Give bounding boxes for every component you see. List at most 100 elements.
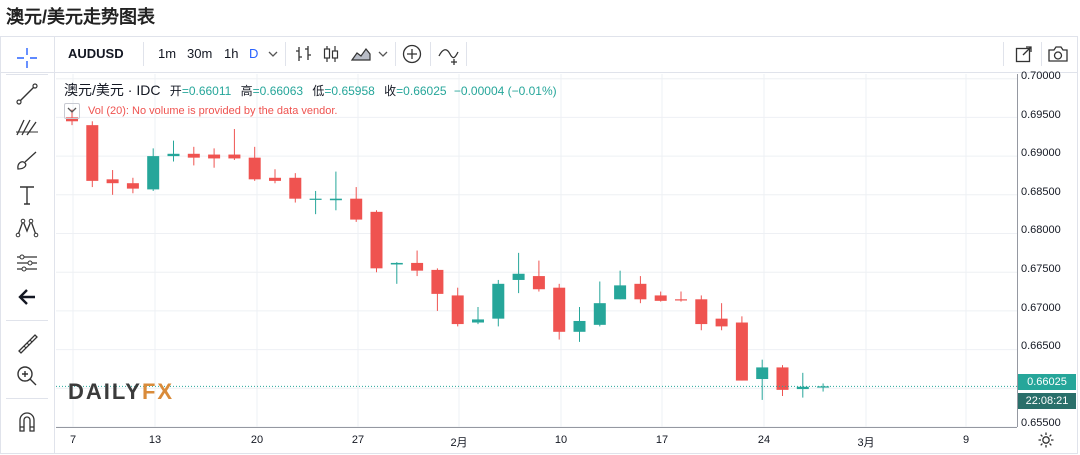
crosshair-icon[interactable]: [12, 43, 42, 73]
legend-high-label: 高: [240, 84, 253, 98]
time-label: 20: [250, 434, 264, 446]
candle-body: [329, 198, 342, 201]
interval-1h[interactable]: 1h: [224, 46, 239, 61]
page-title: 澳元/美元走势图表: [6, 7, 156, 27]
sidebar-divider: [6, 74, 48, 75]
legend-low-label: 低: [312, 84, 325, 98]
toolbar-divider: [1003, 42, 1004, 66]
sidebar-divider: [6, 398, 48, 399]
candle-body: [675, 299, 687, 301]
time-label: 17: [655, 434, 669, 446]
candle-body: [147, 156, 160, 190]
candle-body: [634, 283, 647, 300]
candle-body: [715, 318, 728, 327]
bar-chart-type-icon[interactable]: [294, 44, 314, 64]
toolbar-divider: [285, 42, 286, 66]
area-chart-type-icon[interactable]: [350, 45, 372, 63]
legend-symbol-name: 澳元/美元 · IDC: [64, 82, 161, 98]
price-label: 0.66500: [1021, 340, 1061, 352]
toolbar-divider: [395, 42, 396, 66]
candle-body: [411, 262, 424, 271]
current-price-tag: 0.66025: [1018, 374, 1076, 390]
candle-body: [512, 273, 525, 280]
price-label: 0.67000: [1021, 302, 1061, 314]
camera-icon[interactable]: [1046, 44, 1070, 64]
legend-high-value: =0.66063: [252, 84, 304, 98]
price-label: 0.70000: [1021, 70, 1061, 82]
interval-dropdown-icon[interactable]: [268, 50, 278, 58]
pattern-tool-icon[interactable]: [12, 213, 42, 243]
candle-body: [573, 320, 586, 332]
time-label: 3月: [857, 437, 875, 449]
toolbar-divider: [1041, 42, 1042, 66]
dailyfx-logo: DAILYFX: [68, 379, 175, 404]
collapse-legend-toggle[interactable]: [64, 103, 80, 119]
candle-body: [208, 154, 221, 159]
ruler-icon[interactable]: [12, 328, 42, 358]
candle-body: [431, 269, 444, 294]
text-tool-icon[interactable]: [12, 180, 42, 210]
candle-body: [756, 367, 769, 380]
interval-30m[interactable]: 30m: [187, 46, 213, 61]
chart-frame: [0, 36, 1078, 454]
candle-body: [86, 125, 99, 181]
add-indicator-icon[interactable]: [401, 43, 423, 65]
top-toolbar: [0, 36, 1078, 73]
settings-gear-icon[interactable]: [1037, 431, 1055, 449]
candle-body: [593, 303, 606, 325]
legend-close-value: =0.66025: [396, 84, 447, 98]
candlestick-chart[interactable]: [56, 74, 1017, 427]
candle-body: [695, 299, 708, 325]
back-arrow-icon[interactable]: [12, 282, 42, 312]
candle-body: [553, 287, 566, 332]
chart-type-dropdown-icon[interactable]: [378, 50, 388, 58]
chart-legend: 澳元/美元 · IDC 开=0.66011 高=0.66063 低=0.6595…: [64, 80, 557, 100]
candle-body: [492, 283, 505, 319]
candle-body: [796, 386, 809, 390]
time-label: 27: [351, 434, 365, 446]
zoom-in-icon[interactable]: [12, 361, 42, 391]
price-axis[interactable]: [1017, 74, 1078, 427]
candle-body: [106, 179, 119, 184]
magnet-icon[interactable]: [12, 407, 42, 437]
candle-body: [350, 198, 363, 220]
time-label: 10: [554, 434, 568, 446]
trend-line-icon[interactable]: [12, 79, 42, 109]
brush-icon[interactable]: [12, 146, 42, 176]
candle-body: [269, 177, 281, 181]
toolbar-divider: [466, 42, 467, 66]
price-label: 0.68500: [1021, 186, 1061, 198]
compare-symbol-icon[interactable]: [437, 44, 461, 66]
candle-chart-type-icon[interactable]: [321, 44, 341, 64]
price-label: 0.67500: [1021, 263, 1061, 275]
interval-1m[interactable]: 1m: [158, 46, 177, 61]
drawing-toolbar: [0, 36, 55, 454]
candle-body: [66, 117, 78, 122]
fib-tool-icon[interactable]: [12, 112, 42, 142]
candle-body: [370, 211, 383, 269]
fullscreen-icon[interactable]: [1014, 44, 1034, 64]
legend-open-label: 开: [169, 84, 182, 98]
candle-body: [735, 322, 748, 381]
time-label: 24: [757, 434, 771, 446]
candle-body: [614, 285, 627, 300]
candle-body: [472, 319, 484, 323]
toolbar-divider: [143, 42, 144, 66]
volume-note: Vol (20): No volume is provided by the d…: [88, 104, 338, 117]
candle-body: [309, 198, 322, 200]
time-axis[interactable]: [56, 427, 1017, 453]
prediction-tool-icon[interactable]: [12, 248, 42, 278]
interval-d[interactable]: D: [249, 46, 259, 61]
candle-body: [390, 262, 403, 265]
symbol-search[interactable]: AUDUSD: [68, 46, 124, 61]
price-label: 0.69500: [1021, 109, 1061, 121]
candle-body: [776, 367, 789, 390]
candle-body: [654, 295, 667, 301]
candle-body: [187, 153, 200, 158]
candle-body: [451, 295, 464, 325]
legend-low-value: =0.65958: [324, 84, 375, 98]
chevron-down-icon: [67, 107, 77, 113]
price-label: 0.65500: [1021, 417, 1061, 429]
candle-body: [167, 153, 180, 157]
candle-body: [228, 154, 241, 159]
